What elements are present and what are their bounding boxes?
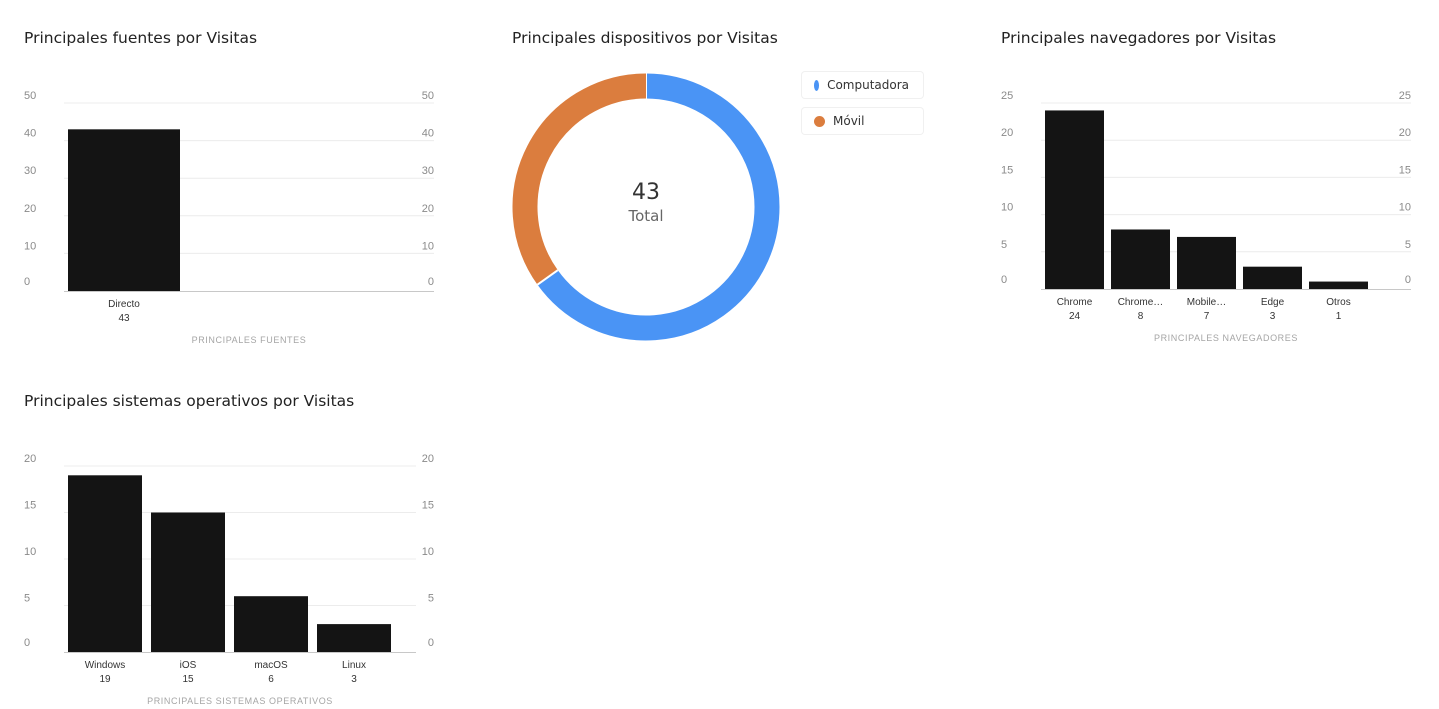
fuentes-bar-chart: 0 0 10 10 20 20 30 30 40 40 50 50 Directo 43 PRINCIPAL… [24,90,434,345]
value-label: 15 [182,674,194,685]
category-label: macOS [254,660,288,671]
donut-total-value: 43 [632,180,660,205]
legend-label-computadora: Computadora [827,78,909,92]
y-tick-label-left: 25 [1001,90,1013,102]
y-tick-label-left: 30 [24,165,36,177]
category-label: Directo [108,299,140,310]
sistemas-panel: Principales sistemas operativos por Visi… [24,392,436,709]
bar[interactable] [1045,110,1104,289]
category-label: Chrome… [1118,297,1164,308]
y-tick-label-right: 30 [422,165,434,177]
y-tick-label-left: 20 [24,203,36,215]
dispositivos-legend: Computadora Móvil [802,72,923,134]
x-axis-title: PRINCIPALES NAVEGADORES [1154,333,1298,343]
y-tick-label-right: 5 [428,593,434,605]
fuentes-title: Principales fuentes por Visitas [24,29,258,47]
navegadores-title: Principales navegadores por Visitas [1001,29,1277,47]
dispositivos-title: Principales dispositivos por Visitas [512,29,778,47]
bar[interactable] [317,624,391,652]
y-tick-label-left: 20 [24,453,36,465]
y-tick-label-right: 25 [1399,90,1411,102]
bar[interactable] [68,475,142,652]
bar[interactable] [234,596,308,652]
bar[interactable] [1177,236,1236,289]
y-tick-label-right: 15 [1399,164,1411,176]
x-axis-title: PRINCIPALES SISTEMAS OPERATIVOS [147,696,333,706]
value-label: 19 [99,674,111,685]
bar[interactable] [1243,266,1302,289]
y-tick-label-right: 20 [422,203,434,215]
y-tick-label-right: 20 [422,453,434,465]
category-label: Windows [85,660,126,671]
y-tick-label-left: 50 [24,90,36,102]
value-label: 8 [1138,311,1144,322]
bar[interactable] [1309,281,1368,289]
category-label: Chrome [1057,297,1093,308]
donut-center-total: 43 Total [586,180,706,225]
donut-total-label: Total [628,207,664,225]
y-tick-label-left: 15 [24,500,36,512]
bar[interactable] [151,512,225,653]
category-label: iOS [180,660,197,671]
bar[interactable] [68,129,180,291]
dispositivos-panel: Principales dispositivos por Visitas 43 … [512,29,932,359]
y-tick-label-right: 0 [1405,274,1411,286]
y-tick-label-right: 40 [422,128,434,140]
value-label: 6 [268,674,274,685]
legend-item-computadora[interactable]: Computadora [802,72,923,98]
category-label: Otros [1326,297,1350,308]
category-label: Edge [1261,297,1285,308]
legend-label-movil: Móvil [833,114,865,128]
computadora-color-dot [814,79,820,91]
y-tick-label-left: 0 [24,276,30,288]
y-tick-label-right: 0 [428,276,434,288]
dispositivos-donut-chart [512,73,780,341]
value-label: 43 [118,313,130,324]
y-tick-label-left: 0 [1001,274,1007,286]
value-label: 3 [351,674,357,685]
sistemas-title: Principales sistemas operativos por Visi… [24,392,355,410]
y-tick-label-right: 50 [422,90,434,102]
donut-slice-movil[interactable] [512,73,647,285]
y-tick-label-left: 40 [24,128,36,140]
y-tick-label-left: 10 [1001,202,1013,214]
y-tick-label-right: 10 [422,546,434,558]
slice-separator [536,269,559,286]
y-tick-label-right: 10 [422,240,434,252]
movil-color-dot [814,115,825,127]
x-axis-title: PRINCIPALES FUENTES [192,335,307,345]
donut-slice-computadora[interactable] [537,73,780,341]
navegadores-panel: Principales navegadores por Visitas 0 0 5 5… [1001,29,1413,359]
value-label: 3 [1270,311,1276,322]
y-tick-label-left: 0 [24,637,30,649]
value-label: 1 [1336,311,1342,322]
bar[interactable] [1111,229,1170,289]
value-label: 7 [1204,311,1210,322]
y-tick-label-left: 15 [1001,164,1013,176]
y-tick-label-left: 10 [24,240,36,252]
category-label: Mobile… [1187,297,1226,308]
fuentes-panel: Principales fuentes por Visitas 0 0 10 10 20… [24,29,436,359]
sistemas-bar-chart: 0 0 5 5 10 10 15 15 20 20 Windows 19 iOS 15 macOS 6 Linu… [24,453,434,706]
navegadores-bar-chart: 0 0 5 5 10 10 15 15 20 20 25 25 Chrome 24 Chrome… 8 Mobi… [1001,90,1411,343]
y-tick-label-right: 5 [1405,239,1411,251]
y-tick-label-left: 5 [24,593,30,605]
y-tick-label-left: 5 [1001,239,1007,251]
y-tick-label-left: 20 [1001,127,1013,139]
y-tick-label-right: 20 [1399,127,1411,139]
y-tick-label-left: 10 [24,546,36,558]
category-label: Linux [342,660,366,671]
y-tick-label-right: 10 [1399,202,1411,214]
legend-item-movil[interactable]: Móvil [802,108,923,134]
y-tick-label-right: 0 [428,637,434,649]
value-label: 24 [1069,311,1081,322]
y-tick-label-right: 15 [422,500,434,512]
